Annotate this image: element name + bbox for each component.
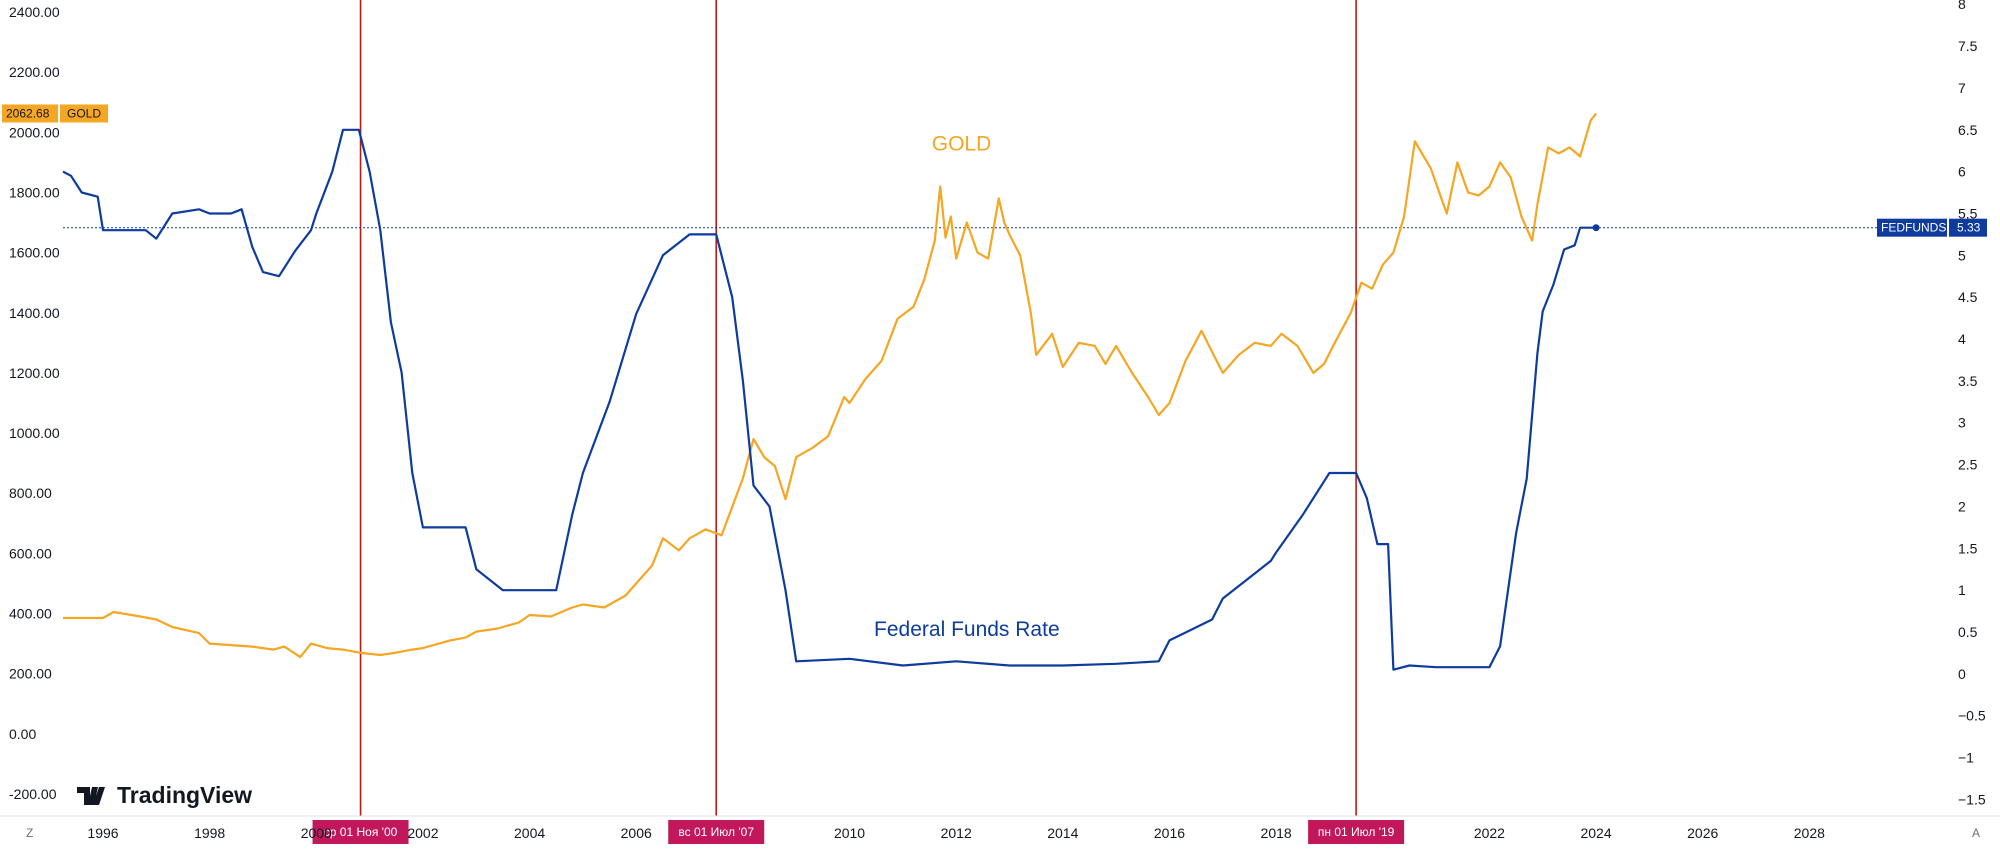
right-tick-label: 5.5 <box>1958 205 1978 221</box>
x-tick-label: 2026 <box>1687 825 1718 841</box>
right-tick-label: 0 <box>1958 666 1966 682</box>
vertical-marker-label: пн 01 Июл '19 <box>1318 825 1395 839</box>
gold-series-line[interactable] <box>63 112 1597 659</box>
right-tick-label: 5 <box>1958 247 1966 263</box>
x-tick-label: 1996 <box>87 825 118 841</box>
gold-price-tag <box>2 104 58 123</box>
left-tick-label: 600.00 <box>9 545 52 561</box>
right-tick-label: 7.5 <box>1958 38 1978 54</box>
right-axis[interactable]: 8 7.5 7 6.5 6 5.5 5 4.5 4 3.5 3 2.5 2 1.5 1 0.5 0 −0.5 −1 −… <box>1958 0 1986 807</box>
right-tick-label: 8 <box>1958 0 1966 12</box>
left-tick-label: 1800.00 <box>9 184 60 200</box>
right-tick-label: 6.5 <box>1958 122 1978 138</box>
right-tick-label: −1 <box>1958 750 1974 766</box>
right-tick-label: 4 <box>1958 331 1966 347</box>
fedfunds-name-label: FEDFUNDS <box>1881 221 1946 235</box>
vertical-marker-label: ср 01 Ноя '00 <box>324 825 398 839</box>
right-tick-label: 1 <box>1958 582 1966 598</box>
fedfunds-name-tag <box>1877 218 1947 237</box>
x-tick-label: 2006 <box>621 825 652 841</box>
tradingview-logo-icon <box>77 787 105 805</box>
left-tick-label: 1400.00 <box>9 305 60 321</box>
left-tick-label: 400.00 <box>9 606 52 622</box>
x-tick-label: 2012 <box>941 825 972 841</box>
gold-price-value: 2062.68 <box>6 106 50 120</box>
right-tick-label: 6 <box>1958 164 1966 180</box>
x-tick-label: 2010 <box>834 825 865 841</box>
right-tick-label: 3 <box>1958 415 1966 431</box>
left-tick-label: 1200.00 <box>9 365 60 381</box>
vertical-markers: ср 01 Ноя '00 вс 01 Июл '07 пн 01 Июл '19 <box>312 0 1405 844</box>
left-tick-label: 1600.00 <box>9 245 60 261</box>
vertical-marker-label: вс 01 Июл '07 <box>678 825 754 839</box>
gold-name-tag <box>60 104 108 123</box>
auto-scale-toggle[interactable]: A <box>1972 826 1980 840</box>
vertical-marker-tag <box>668 820 765 844</box>
series-annotation-label: Federal Funds Rate <box>874 618 1060 641</box>
vertical-marker-tag <box>1308 820 1405 844</box>
left-tick-label: 1000.00 <box>9 425 60 441</box>
left-tick-label: 2200.00 <box>9 64 60 80</box>
left-tick-label: 2400.00 <box>9 4 60 20</box>
price-tags: 2062.68 GOLD FEDFUNDS 5.33 <box>2 104 1987 237</box>
left-tick-label: 800.00 <box>9 485 52 501</box>
tradingview-logo[interactable]: TradingView <box>77 782 252 808</box>
x-tick-label: 2000 <box>301 825 332 841</box>
right-tick-label: −0.5 <box>1958 708 1986 724</box>
right-tick-label: 1.5 <box>1958 540 1978 556</box>
x-axis[interactable]: 1996 1998 2000 2002 2004 2006 2010 2012 2014 2016… <box>0 815 2000 841</box>
gold-name-label: GOLD <box>67 106 101 120</box>
x-tick-label: 2024 <box>1580 825 1611 841</box>
log-scale-toggle[interactable]: Z <box>26 826 33 840</box>
right-tick-label: 2.5 <box>1958 457 1978 473</box>
right-tick-label: 7 <box>1958 80 1966 96</box>
x-tick-label: 2014 <box>1047 825 1078 841</box>
left-axis[interactable]: 2400.00 2200.00 2000.00 1800.00 1600.00 1400.… <box>9 4 60 802</box>
vertical-marker-tag <box>312 820 409 844</box>
left-tick-label: 2000.00 <box>9 124 60 140</box>
x-tick-label: 2018 <box>1261 825 1292 841</box>
brand-name: TradingView <box>117 782 252 808</box>
series-annotation-label: GOLD <box>932 132 992 155</box>
fedfunds-series-line[interactable] <box>62 128 1597 671</box>
left-tick-label: -200.00 <box>9 786 57 802</box>
right-tick-label: 2 <box>1958 498 1966 514</box>
right-tick-label: 3.5 <box>1958 373 1978 389</box>
left-tick-label: 200.00 <box>9 666 52 682</box>
x-tick-label: 2004 <box>514 825 545 841</box>
x-tick-label: 2022 <box>1474 825 1505 841</box>
x-tick-label: 2028 <box>1794 825 1825 841</box>
fedfunds-last-point <box>1592 224 1600 232</box>
right-tick-label: 0.5 <box>1958 624 1978 640</box>
annotations: GOLD Federal Funds Rate <box>874 132 1060 641</box>
x-tick-label: 2002 <box>407 825 438 841</box>
fedfunds-value: 5.33 <box>1957 221 1981 235</box>
x-tick-label: 1998 <box>194 825 225 841</box>
right-tick-label: 4.5 <box>1958 289 1978 305</box>
fedfunds-value-tag <box>1949 218 1987 237</box>
x-tick-label: 2016 <box>1154 825 1185 841</box>
left-tick-label: 0.00 <box>9 726 36 742</box>
series-group <box>62 112 1600 671</box>
right-tick-label: −1.5 <box>1958 791 1986 807</box>
